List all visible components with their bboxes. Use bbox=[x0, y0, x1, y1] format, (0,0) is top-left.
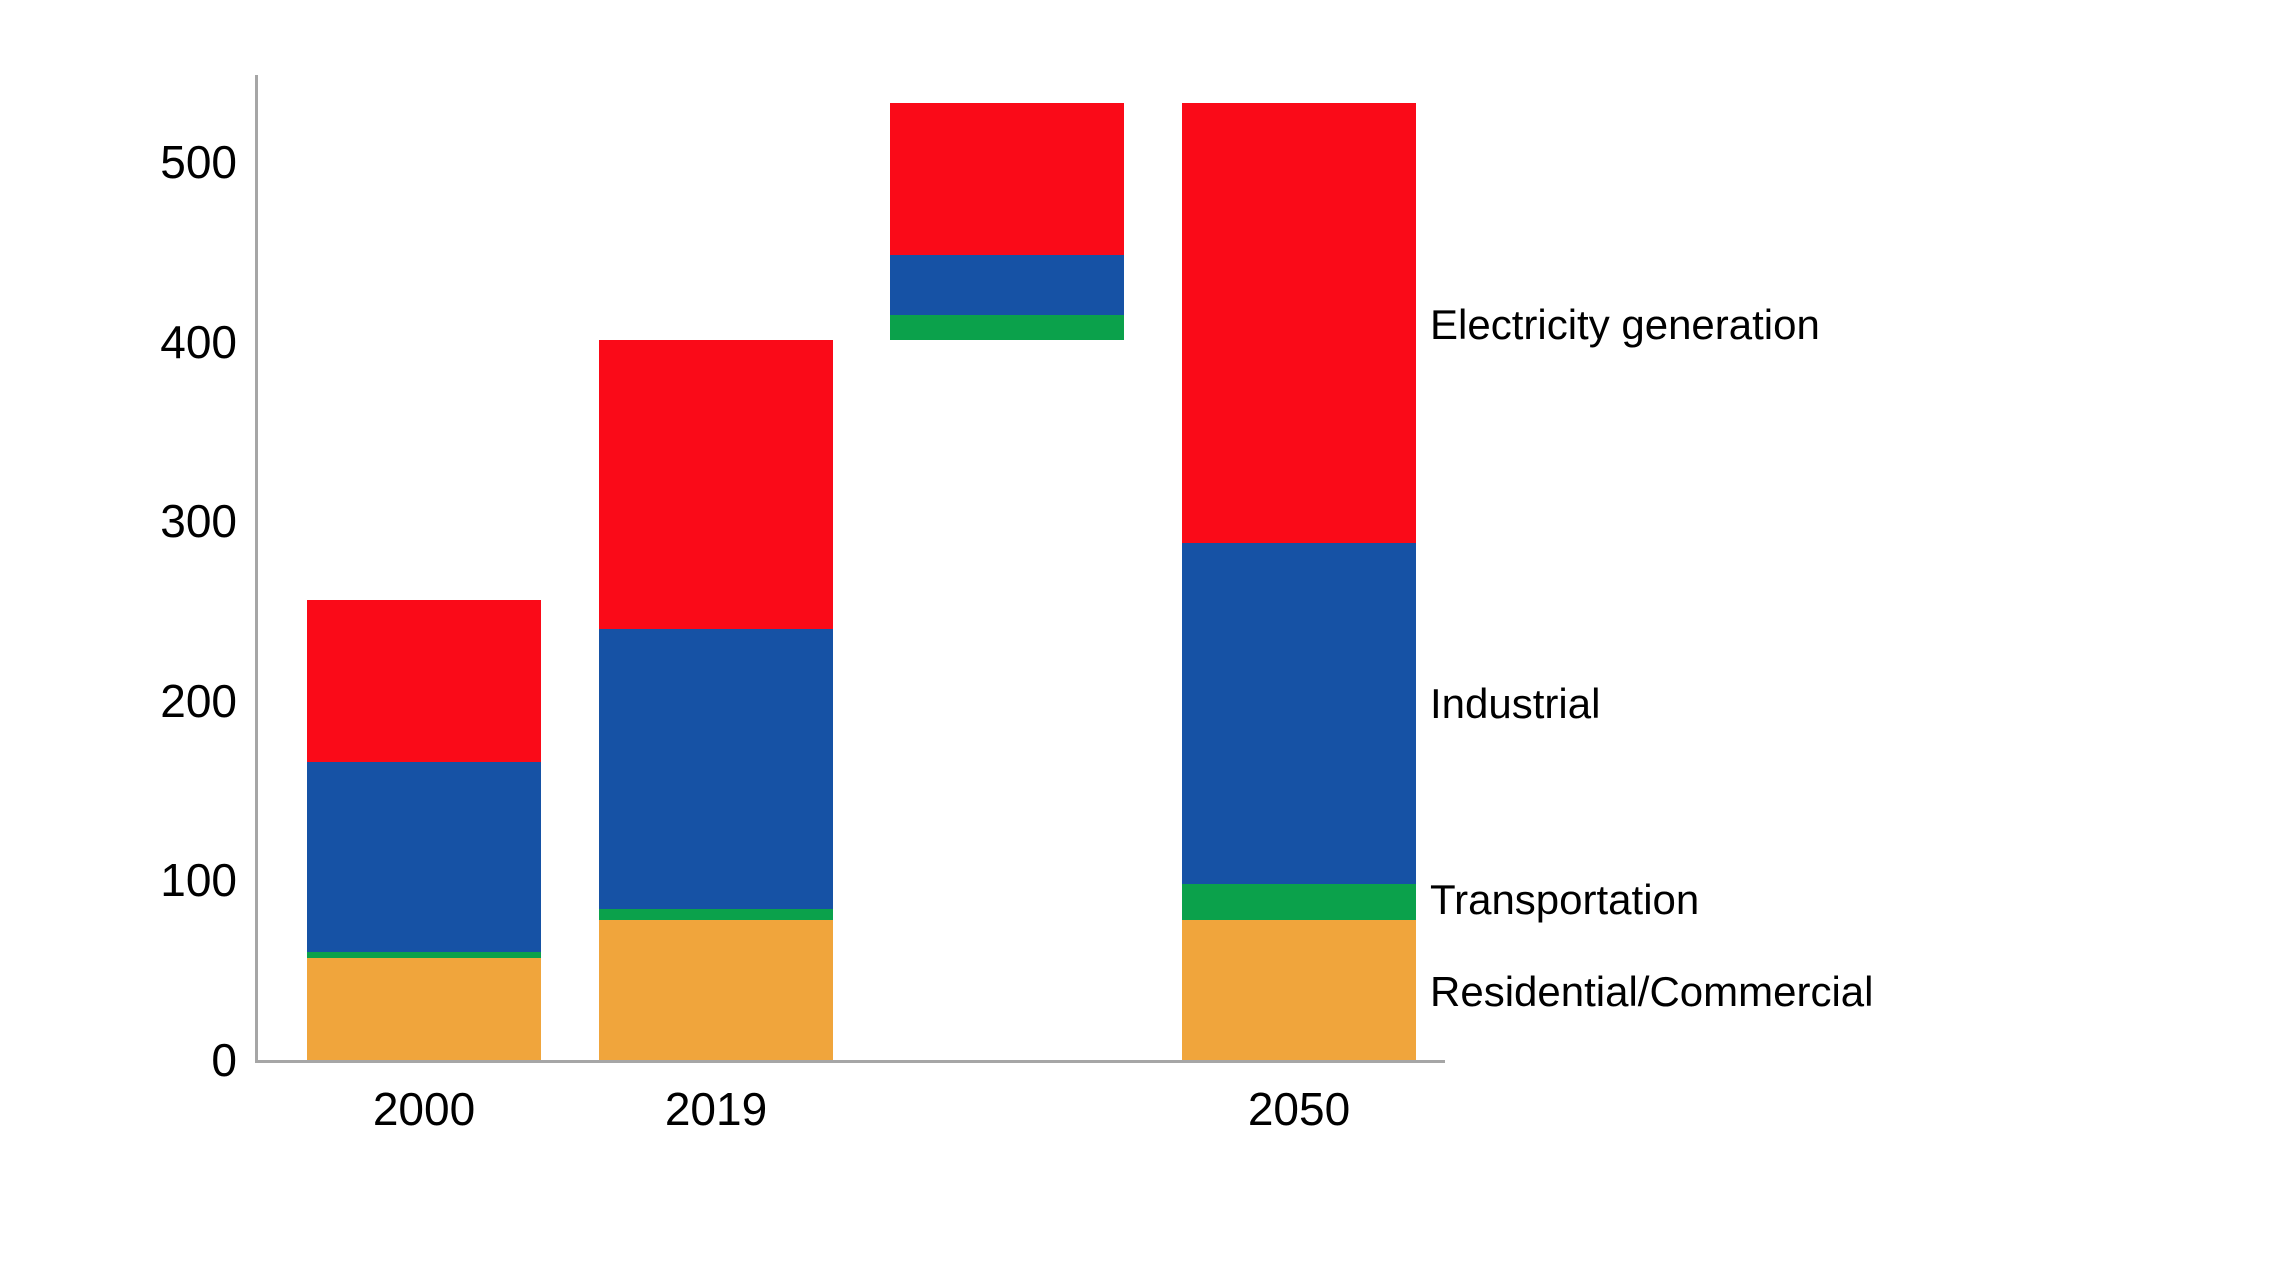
x-axis-label-2050: 2050 bbox=[1247, 1083, 1351, 1135]
bar-2000-segment-electricity-generation bbox=[307, 600, 541, 762]
bar-2050-segment-electricity-generation bbox=[1182, 102, 1416, 543]
y-axis-tick-label-300: 300 bbox=[160, 495, 237, 548]
y-axis-tick-label-500: 500 bbox=[160, 136, 237, 188]
bar-2050-segment-residential-commercial bbox=[1182, 919, 1416, 1060]
y-axis-tick-label-200: 200 bbox=[160, 674, 237, 727]
bar-growth-segment-industrial bbox=[890, 255, 1124, 315]
bar-2050-segment-industrial bbox=[1182, 542, 1416, 884]
bar-2019-segment-electricity-generation bbox=[599, 339, 833, 629]
x-axis-label-2019: 2019 bbox=[664, 1083, 768, 1135]
y-axis-tick-label-0: 0 bbox=[211, 1034, 237, 1086]
y-axis-tick-label-100: 100 bbox=[160, 854, 237, 907]
y-axis-tick-label-400: 400 bbox=[160, 315, 237, 368]
series-label-transportation: Transportation bbox=[1430, 876, 1700, 924]
bar-2019-segment-industrial bbox=[599, 628, 833, 910]
series-label-industrial: Industrial bbox=[1430, 680, 1601, 728]
y-axis-line bbox=[255, 75, 258, 1062]
x-axis-line bbox=[255, 1060, 1445, 1063]
bar-2050-segment-transportation bbox=[1182, 883, 1416, 920]
series-label-electricity-generation: Electricity generation bbox=[1430, 301, 1820, 349]
bar-growth-segment-transportation bbox=[890, 314, 1124, 340]
bar-growth-segment-electricity-generation bbox=[890, 102, 1124, 256]
bar-2019-segment-transportation bbox=[599, 909, 833, 920]
series-label-residential-commercial: Residential/Commercial bbox=[1430, 967, 1874, 1015]
bar-2000-segment-industrial bbox=[307, 761, 541, 953]
bar-2019-segment-residential-commercial bbox=[599, 919, 833, 1060]
bar-2000-segment-transportation bbox=[307, 952, 541, 958]
bar-2000-segment-residential-commercial bbox=[307, 957, 541, 1060]
x-axis-label-2000: 2000 bbox=[372, 1083, 476, 1135]
